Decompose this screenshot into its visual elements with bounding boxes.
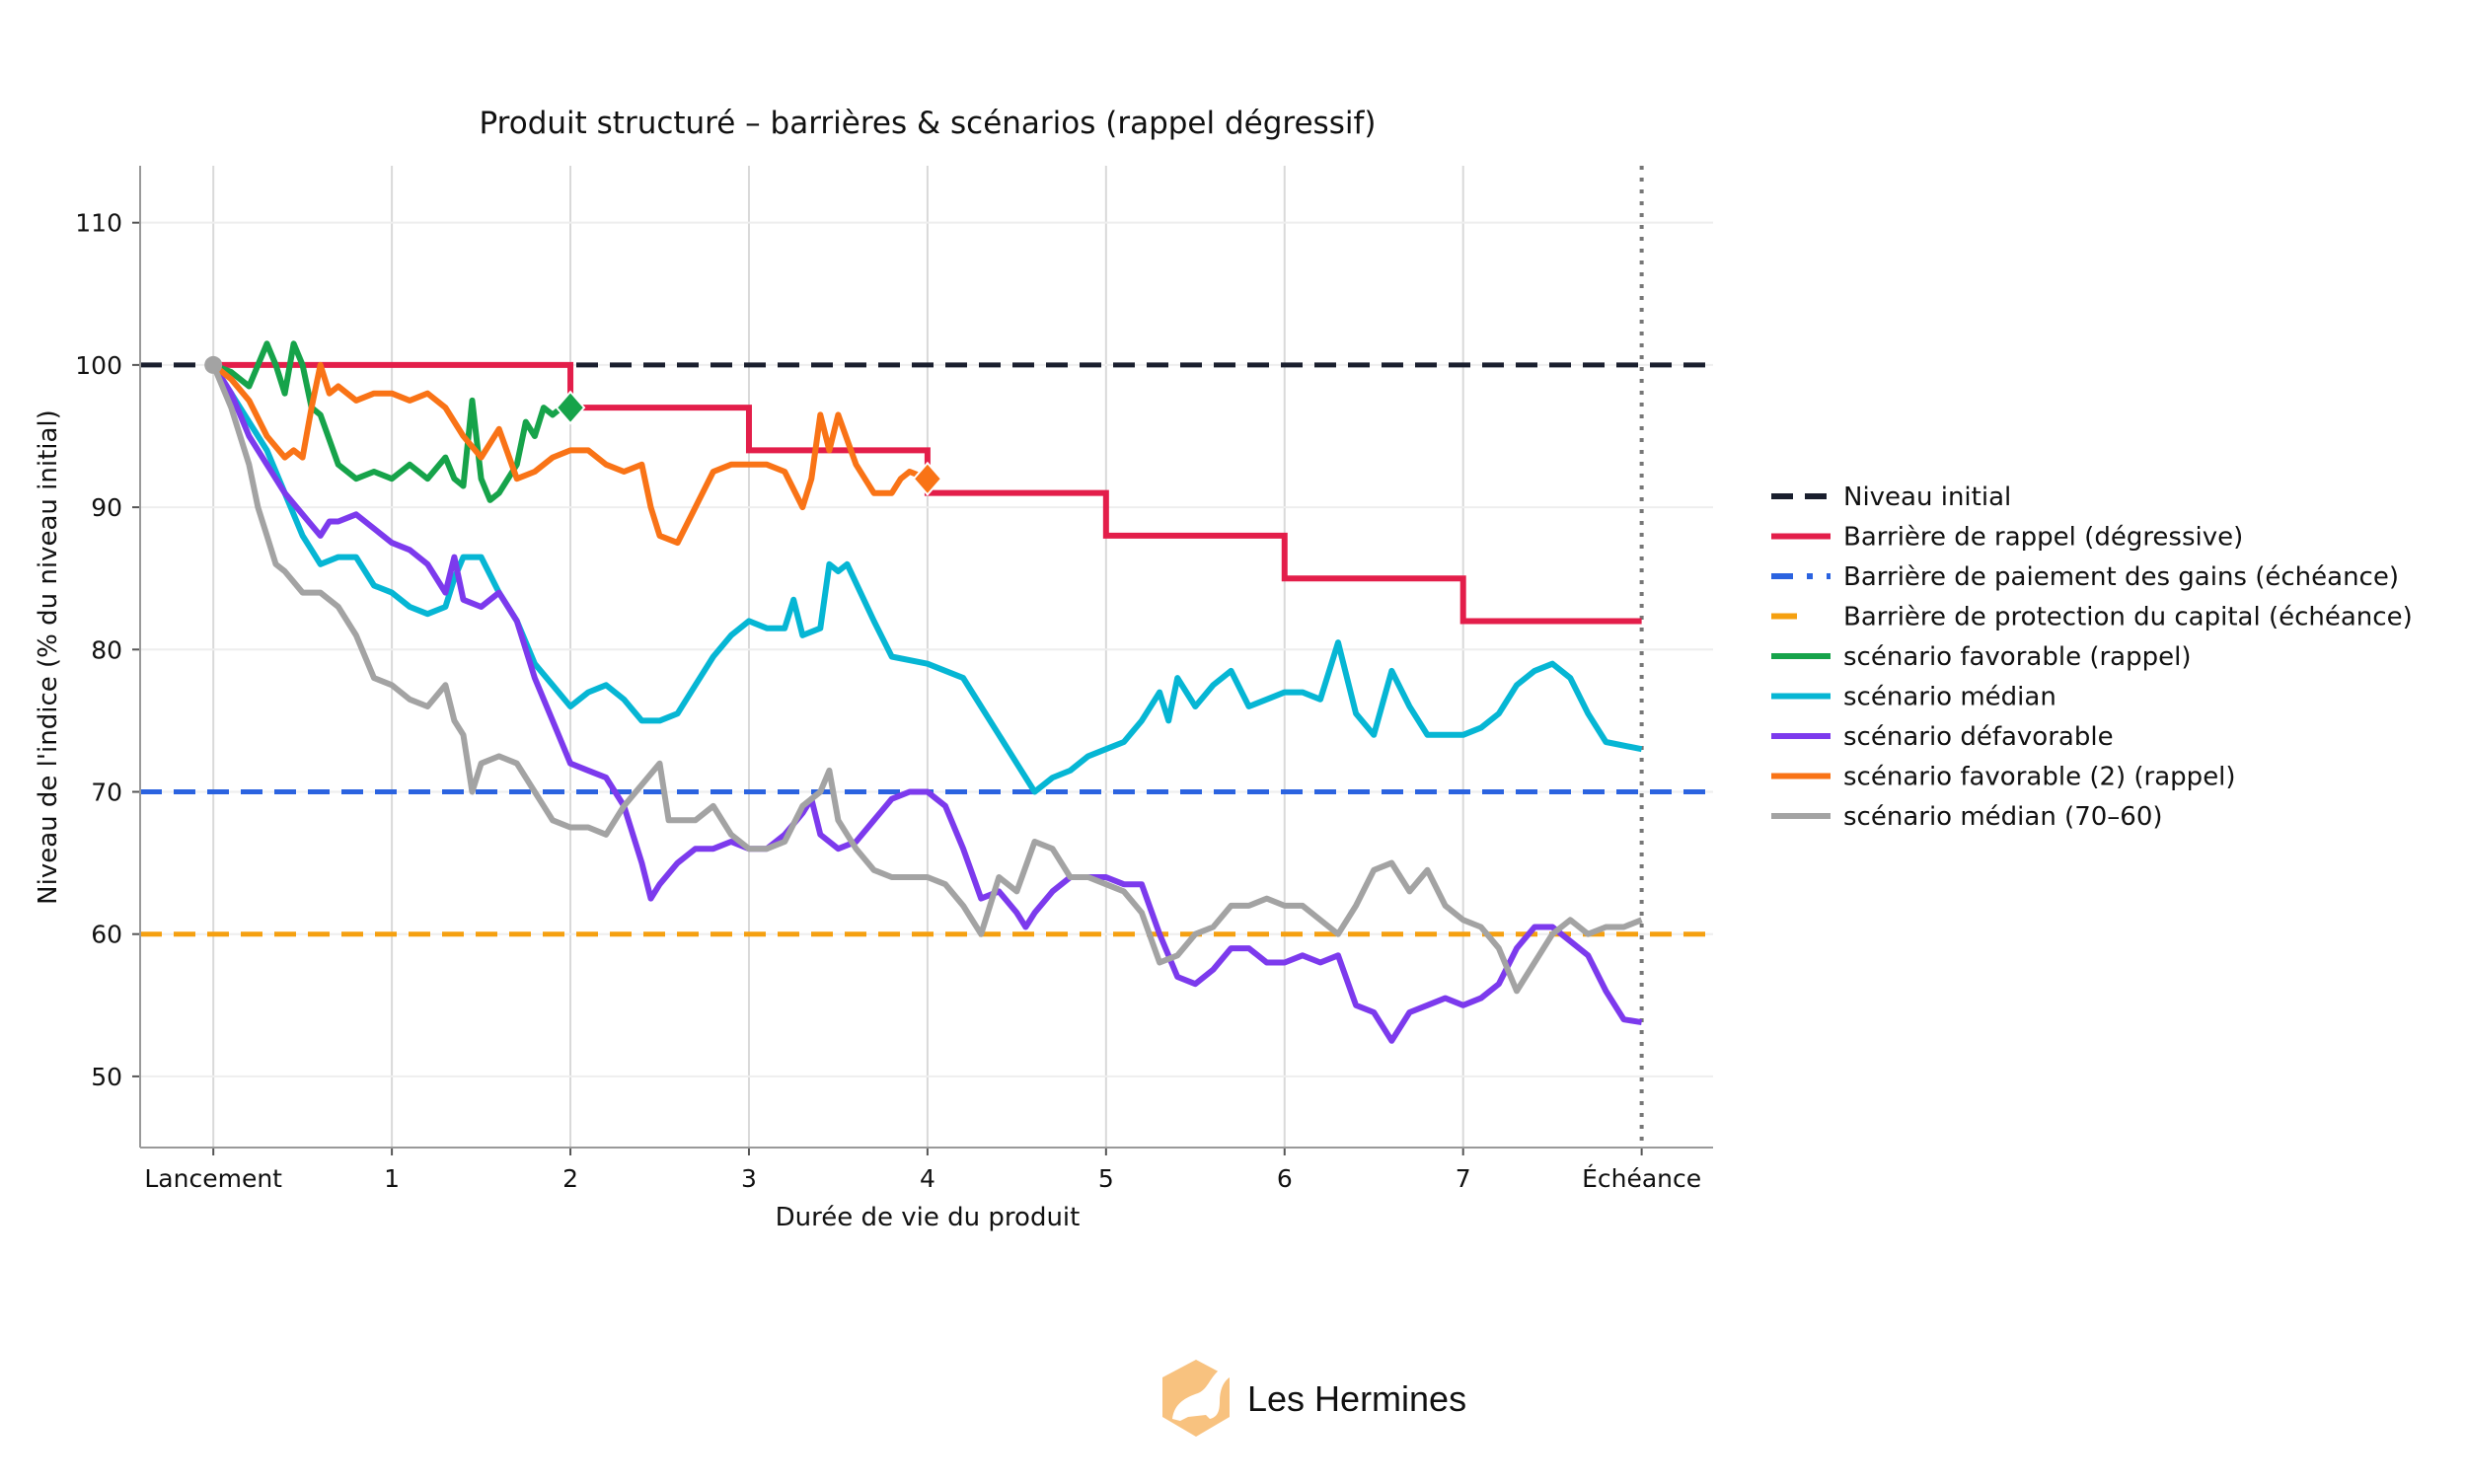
- y-tick-label: 70: [91, 778, 122, 806]
- hermine-silhouette-icon: [1172, 1369, 1231, 1421]
- x-tick-label: 5: [1098, 1164, 1114, 1193]
- y-tick-label: 50: [91, 1063, 122, 1091]
- x-tick-label: Lancement: [144, 1164, 282, 1193]
- legend-label: Barrière de rappel (dégressive): [1843, 523, 2243, 553]
- y-tick-label: 90: [91, 493, 122, 522]
- brand-name: Les Hermines: [1247, 1378, 1466, 1419]
- y-tick-label: 100: [75, 351, 122, 380]
- chart-title: Produit structuré – barrières & scénario…: [480, 106, 1377, 141]
- series-line-1: [210, 363, 1643, 795]
- legend-label: Niveau initial: [1843, 482, 2011, 512]
- x-tick-label: Échéance: [1582, 1164, 1701, 1193]
- series-line-0: [212, 340, 570, 503]
- launch-point: [204, 355, 223, 374]
- x-tick-label: 6: [1277, 1164, 1293, 1193]
- y-axis-label: Niveau de l'indice (% du niveau initial): [34, 409, 63, 905]
- recall-marker-0: [555, 390, 586, 425]
- y-tick-label: 60: [91, 921, 122, 949]
- series-line-3: [211, 361, 930, 547]
- y-tick-label: 110: [75, 209, 122, 238]
- recall-barrier-line: [213, 361, 1642, 625]
- x-axis-label: Durée de vie du produit: [776, 1203, 1081, 1232]
- y-tick-label: 80: [91, 635, 122, 664]
- legend-label: Barrière de paiement des gains (échéance…: [1843, 562, 2399, 592]
- legend-label: scénario favorable (rappel): [1843, 642, 2191, 672]
- x-tick-label: 4: [920, 1164, 935, 1193]
- x-tick-label: 2: [562, 1164, 578, 1193]
- recall-marker-3: [912, 461, 943, 496]
- brand-logo: Les Hermines: [1162, 1360, 1466, 1437]
- legend-label: scénario favorable (2) (rappel): [1843, 763, 2236, 792]
- x-tick-label: 7: [1456, 1164, 1471, 1193]
- legend: Niveau initial Barrière de rappel (dégres…: [1771, 482, 2413, 832]
- legend-label: scénario médian: [1843, 683, 2056, 712]
- legend-label: scénario défavorable: [1843, 722, 2114, 752]
- legend-label: scénario médian (70–60): [1843, 802, 2163, 832]
- axes: Lancement 1 2 3 4 5 6 7 Échéance 50 60 70 80 90 100 110: [75, 166, 1713, 1193]
- plot-marks: [140, 166, 1713, 1148]
- legend-label: Barrière de protection du capital (échéa…: [1843, 603, 2413, 632]
- series-line-2: [210, 363, 1643, 1044]
- x-tick-label: 3: [741, 1164, 757, 1193]
- x-tick-label: 1: [384, 1164, 400, 1193]
- series-line-4: [210, 363, 1643, 995]
